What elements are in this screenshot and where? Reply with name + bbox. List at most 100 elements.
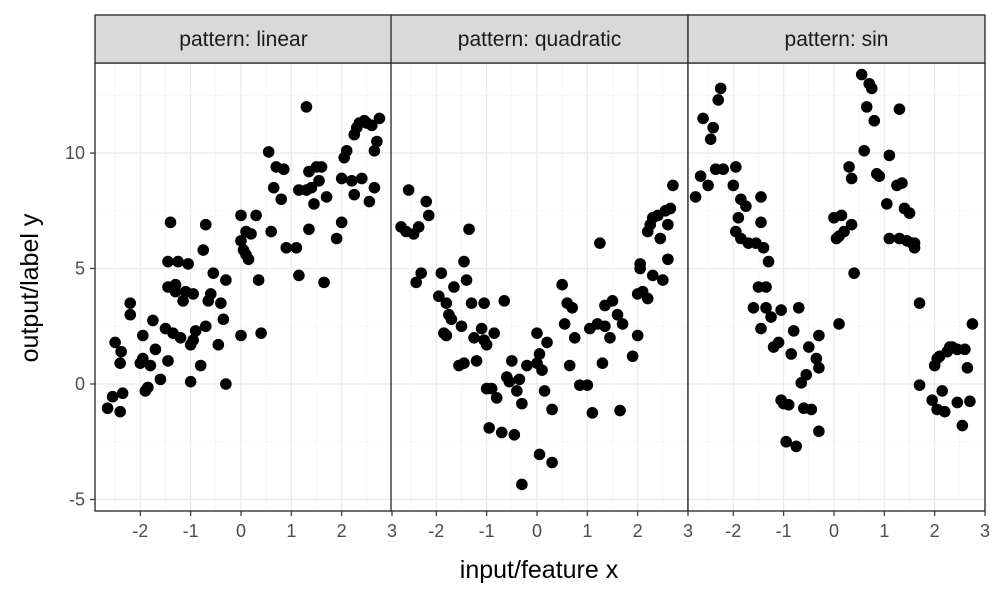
data-point <box>868 114 881 127</box>
data-point <box>596 357 609 370</box>
data-point <box>199 320 212 333</box>
data-point <box>174 332 187 344</box>
data-point <box>373 112 386 125</box>
data-point <box>760 281 772 293</box>
data-point <box>137 329 149 342</box>
data-point <box>689 191 702 203</box>
data-point <box>235 209 247 222</box>
x-axis-2: -2 -1 0 1 2 3 <box>725 511 990 541</box>
data-point <box>762 255 775 268</box>
data-point <box>204 288 217 300</box>
x-tick-label: -1 <box>776 521 792 541</box>
data-point <box>646 269 659 282</box>
facet-panel-1: pattern: quadratic <box>390 14 689 512</box>
data-point <box>330 232 343 245</box>
y-tick-label: 0 <box>75 374 85 394</box>
data-point <box>926 394 938 406</box>
data-point <box>235 329 247 342</box>
data-point <box>913 379 926 391</box>
data-point <box>189 325 202 337</box>
data-point <box>536 364 548 376</box>
data-point <box>805 403 818 416</box>
data-point <box>124 297 137 309</box>
data-point <box>187 288 199 300</box>
x-tick-label: 0 <box>532 521 542 541</box>
data-point <box>313 174 325 187</box>
data-point <box>162 355 174 367</box>
data-point <box>533 448 546 461</box>
data-point <box>290 241 303 254</box>
data-point <box>147 314 159 327</box>
data-point <box>626 350 639 363</box>
x-axes: -2 -1 0 1 2 3 -2 -1 0 1 2 3 -2 -1 0 1 2 3 <box>132 511 990 541</box>
data-point <box>345 174 358 187</box>
data-point <box>792 301 805 314</box>
series-points <box>395 179 679 491</box>
data-point <box>654 232 667 245</box>
data-point <box>546 456 558 469</box>
data-point <box>252 274 265 286</box>
data-point <box>563 359 576 372</box>
data-point <box>220 274 232 286</box>
data-point <box>488 327 500 339</box>
data-point <box>470 355 483 367</box>
data-point <box>908 241 921 254</box>
x-tick-label: -2 <box>132 521 148 541</box>
data-point <box>521 359 533 372</box>
data-point <box>848 267 860 279</box>
data-point <box>611 308 624 321</box>
x-tick-label: 3 <box>980 521 990 541</box>
data-point <box>813 329 825 342</box>
data-point <box>694 170 707 182</box>
data-point <box>255 327 267 339</box>
data-point <box>355 172 368 185</box>
data-point <box>164 216 177 229</box>
panel-background <box>95 63 392 511</box>
data-point <box>182 258 194 270</box>
series-points <box>101 101 386 418</box>
data-point <box>785 348 797 360</box>
data-point <box>757 241 770 254</box>
data-point <box>835 209 848 222</box>
data-point <box>740 200 752 212</box>
x-tick-label: -1 <box>479 521 495 541</box>
data-point <box>197 244 210 256</box>
data-point <box>144 359 157 372</box>
data-point <box>516 478 528 491</box>
data-point <box>556 278 568 291</box>
data-point <box>833 318 845 330</box>
data-point <box>511 385 523 397</box>
data-point <box>448 281 460 293</box>
data-point <box>855 68 868 81</box>
data-point <box>194 359 207 372</box>
y-tick-label: 10 <box>65 143 85 163</box>
data-point <box>366 119 378 132</box>
data-point <box>305 181 318 194</box>
data-point <box>468 332 480 344</box>
facet-strip <box>390 14 689 64</box>
data-point <box>262 146 275 158</box>
data-point <box>800 368 813 381</box>
data-point <box>109 336 121 349</box>
data-point <box>315 161 328 173</box>
data-point <box>293 269 305 282</box>
data-point <box>760 301 772 314</box>
data-point <box>951 396 964 409</box>
facet-panels: pattern: linear pattern: quadratic pattern… <box>94 14 986 512</box>
panel-background <box>688 63 985 511</box>
data-point <box>348 188 361 201</box>
data-point <box>662 253 674 266</box>
data-point <box>114 357 126 370</box>
data-point <box>568 332 581 344</box>
data-point <box>803 341 815 353</box>
data-point <box>114 405 126 418</box>
data-point <box>631 329 644 342</box>
data-point <box>531 327 543 339</box>
data-point <box>275 193 288 206</box>
data-point <box>513 373 526 386</box>
data-point <box>300 101 313 113</box>
data-point <box>727 179 740 192</box>
data-point <box>782 398 795 411</box>
data-point <box>267 181 280 194</box>
